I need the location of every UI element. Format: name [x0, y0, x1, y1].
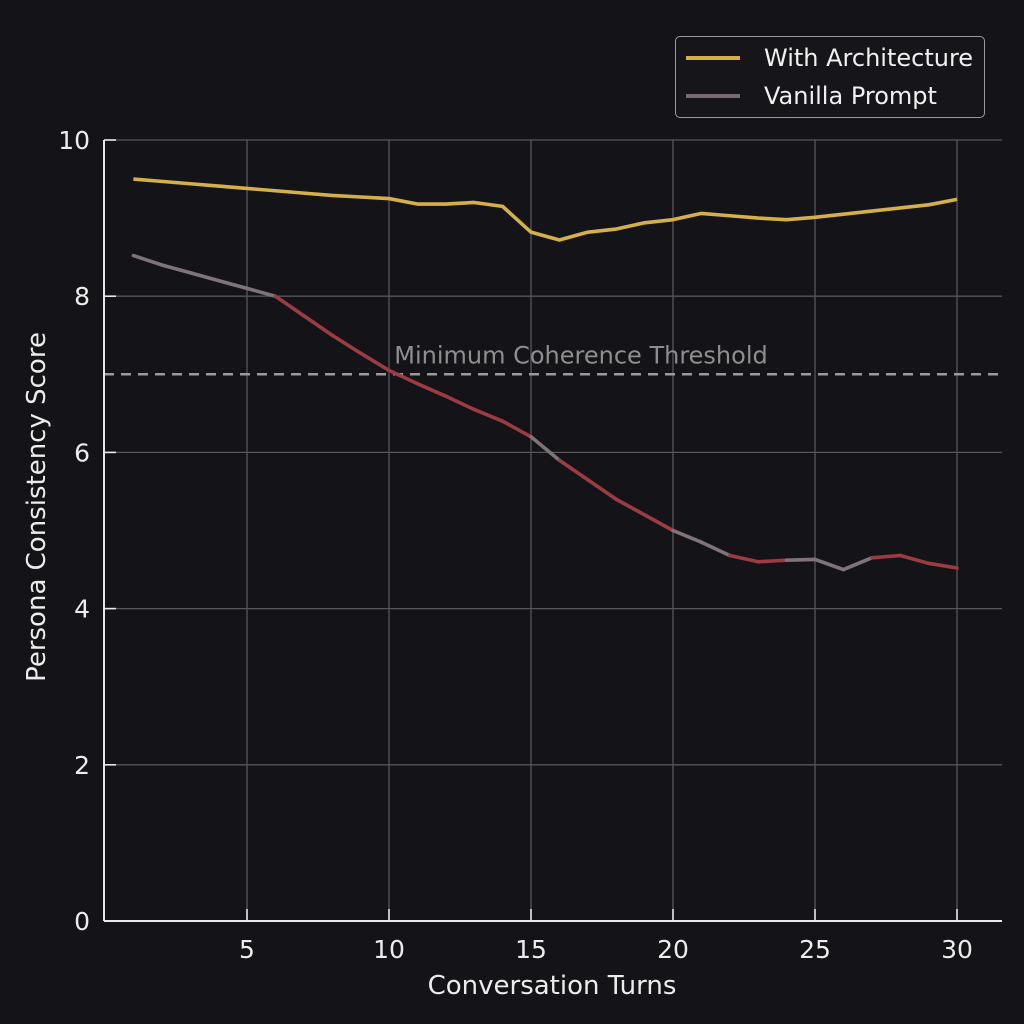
axes: [103, 139, 1002, 922]
series-lines: [131, 177, 959, 572]
legend-item-vanilla-prompt[interactable]: Vanilla Prompt: [686, 81, 937, 111]
x-tick-label: 5: [239, 935, 255, 964]
series-vanilla-prompt-segment: [160, 263, 192, 275]
x-tick-label: 20: [657, 935, 689, 964]
legend-label: With Architecture: [764, 44, 974, 72]
legend-swatch-vanilla-prompt: [686, 94, 740, 98]
series-vanilla-prompt-segment: [813, 557, 846, 572]
series-vanilla-prompt-segment: [585, 477, 619, 502]
series-vanilla-prompt-segment: [699, 540, 732, 558]
series-vanilla-prompt-segment: [245, 286, 278, 299]
series-vanilla-prompt-segment: [614, 497, 647, 517]
series-vanilla-prompt-segment: [756, 558, 789, 564]
series-with-architecture: [133, 177, 958, 242]
legend-label: Vanilla Prompt: [764, 82, 937, 110]
series-vanilla-prompt-segment: [131, 253, 164, 267]
threshold-line: Minimum Coherence Threshold: [104, 341, 1002, 376]
legend: With Architecture Vanilla Prompt: [675, 36, 985, 118]
y-tick-label: 10: [58, 126, 90, 155]
threshold-label: Minimum Coherence Threshold: [394, 341, 767, 369]
y-tick-label: 8: [74, 282, 90, 311]
series-vanilla-prompt-segment: [443, 394, 477, 412]
series-vanilla-prompt-segment: [358, 351, 391, 373]
series-vanilla-prompt-segment: [529, 434, 562, 463]
series-vanilla-prompt-segment: [557, 458, 590, 482]
legend-item-with-architecture[interactable]: With Architecture: [686, 43, 973, 73]
x-tick-label: 10: [373, 935, 405, 964]
legend-swatch-with-architecture: [686, 56, 740, 60]
series-vanilla-prompt-segment: [642, 513, 675, 533]
y-tick-label: 0: [74, 907, 90, 936]
series-vanilla-prompt-segment: [387, 368, 420, 386]
series-vanilla-prompt-segment: [330, 333, 363, 356]
tick-labels: 0 2 4 6 8 10 5 10 15 20 25 30: [58, 126, 973, 964]
series-vanilla-prompt-segment: [898, 553, 931, 566]
series-vanilla-prompt-segment: [869, 553, 903, 560]
series-vanilla-prompt-segment: [216, 278, 249, 291]
y-tick-label: 6: [74, 438, 90, 467]
x-tick-label: 15: [515, 935, 547, 964]
y-axis-label: Persona Consistency Score: [22, 332, 52, 682]
series-vanilla-prompt-segment: [415, 381, 448, 398]
x-tick-label: 25: [799, 935, 831, 964]
series-vanilla-prompt-segment: [301, 313, 335, 338]
series-vanilla-prompt-segment: [188, 270, 221, 283]
series-vanilla-prompt-segment: [926, 561, 959, 570]
x-tick-label: 30: [941, 935, 973, 964]
series-vanilla-prompt-segment: [841, 556, 874, 572]
series-vanilla-prompt-segment: [784, 557, 817, 562]
y-tick-label: 4: [74, 595, 90, 624]
series-vanilla-prompt-segment: [727, 553, 761, 564]
x-axis-label: Conversation Turns: [428, 971, 677, 1001]
series-vanilla-prompt-segment: [500, 419, 533, 439]
grid-lines: [104, 139, 1002, 922]
series-vanilla-prompt-segment: [671, 528, 704, 545]
series-vanilla-prompt-segment: [472, 407, 505, 423]
y-tick-label: 2: [74, 751, 90, 780]
series-vanilla-prompt-segment: [273, 294, 306, 318]
